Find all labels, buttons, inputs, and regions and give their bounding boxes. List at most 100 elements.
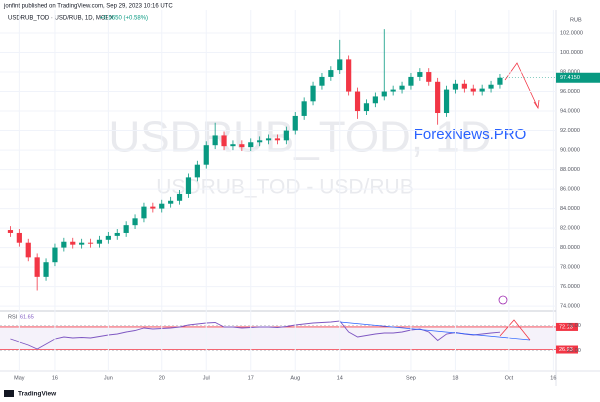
x-tick-label: 18 <box>452 375 458 381</box>
rsi-tick-label: 75.00 <box>567 323 581 329</box>
candle-body <box>354 91 361 112</box>
rsi-level-label: 72.13 <box>559 324 573 330</box>
candle-body <box>150 206 156 209</box>
x-tick-label: Sep <box>406 375 416 381</box>
currency-label: RUB <box>570 17 582 23</box>
rsi-name: RSI <box>8 314 18 320</box>
x-tick-label: 16 <box>52 375 58 381</box>
candle-body <box>381 91 387 97</box>
candle-body <box>443 89 450 114</box>
candle-body <box>337 59 343 71</box>
watermark-sub: USDRUB_TOD - USD/RUB <box>156 176 413 199</box>
rsi-forecast <box>499 319 531 341</box>
candle-body <box>212 135 218 146</box>
candle-body <box>168 200 174 204</box>
candle-body <box>328 70 334 77</box>
rsi-level-box <box>556 322 578 331</box>
candle-body <box>159 203 165 209</box>
candle-body <box>470 88 476 92</box>
candle-body <box>25 242 31 258</box>
candle-body <box>34 257 40 277</box>
x-tick-label: 17 <box>248 375 254 381</box>
y-tick-label: 84.0000 <box>560 206 580 212</box>
y-tick-label: 78.0000 <box>560 265 580 271</box>
rsi-tick-label: 25.00 <box>567 348 581 354</box>
x-tick-label: 14 <box>337 375 343 381</box>
y-tick-label: 90.0000 <box>560 148 580 154</box>
candle-body <box>203 145 209 165</box>
price-change: +0.5650 (+0.58%) <box>100 16 148 22</box>
candle-body <box>274 138 281 141</box>
candle-body <box>390 89 396 92</box>
candle-body <box>408 76 414 86</box>
rsi-trendline <box>339 321 531 341</box>
x-tick-label: May <box>14 375 25 381</box>
y-tick-label: 82.0000 <box>560 226 580 232</box>
arrow-head <box>533 99 540 110</box>
candle-body <box>488 84 494 89</box>
candle-body <box>105 235 111 240</box>
published-note: jonfint published on TradingView.com, Se… <box>3 4 173 10</box>
candle-body <box>79 242 85 245</box>
candle-body <box>114 232 120 236</box>
y-tick-label: 96.0000 <box>560 89 580 95</box>
candle-body <box>426 72 432 82</box>
candle-body <box>43 262 49 277</box>
x-tick-label: 16 <box>550 375 556 381</box>
y-tick-label: 102.0000 <box>560 30 583 36</box>
y-tick-label: 98.0000 <box>560 70 580 76</box>
chart-title: USDRUB_TOD · USD/RUB, 1D, MOEX <box>8 16 114 22</box>
candle-body <box>346 59 352 92</box>
candle-body <box>435 81 441 114</box>
candle-body <box>283 130 289 141</box>
rsi-level-label: 26.93 <box>559 347 573 353</box>
y-tick-label: 74.0000 <box>560 304 580 310</box>
x-tick-label: Jun <box>104 375 113 381</box>
candle-body <box>16 232 22 243</box>
candle-body <box>310 85 316 102</box>
candle-body <box>87 242 94 244</box>
brand-watermark: ForexNews.PRO <box>414 126 527 143</box>
candle-body <box>221 135 227 147</box>
candle-body <box>230 144 236 147</box>
candle-body <box>265 138 272 141</box>
candle-body <box>7 230 14 233</box>
y-tick-label: 92.0000 <box>560 128 580 134</box>
candle-body <box>479 88 485 92</box>
watermark: USDRUB_TOD, 1D <box>108 113 491 162</box>
candle-body <box>248 142 254 148</box>
candle-body <box>176 193 183 201</box>
y-tick-label: 94.0000 <box>560 109 580 115</box>
y-tick-label: 76.0000 <box>560 284 580 290</box>
y-tick-label: 88.0000 <box>560 167 580 173</box>
y-tick-label: 100.0000 <box>560 50 583 56</box>
candle-body <box>141 206 147 219</box>
candle-body <box>363 103 370 112</box>
rsi-level-box <box>556 345 578 354</box>
candle-body <box>292 115 298 131</box>
x-tick-label: Oct <box>505 375 514 381</box>
candle-body <box>399 85 405 90</box>
candle-body <box>96 239 103 244</box>
last-price-box <box>556 72 600 83</box>
candle-body <box>239 144 245 148</box>
candle-body <box>61 241 67 248</box>
candle-body <box>497 77 503 85</box>
candle-body <box>417 72 423 77</box>
candle-body <box>185 177 192 194</box>
candle-body <box>372 96 378 104</box>
candle-body <box>461 83 467 89</box>
y-tick-label: 86.0000 <box>560 187 580 193</box>
logo-mark <box>4 390 14 397</box>
x-tick-label: Jul <box>203 375 210 381</box>
rsi-band <box>0 326 556 350</box>
candle-body <box>194 164 200 178</box>
candle-body <box>319 76 325 86</box>
last-price-label: 97.4150 <box>560 75 580 81</box>
candle-body <box>70 241 76 245</box>
candle-body <box>123 225 129 233</box>
candle-body <box>132 218 138 226</box>
rsi-value: 61.65 <box>20 314 34 320</box>
